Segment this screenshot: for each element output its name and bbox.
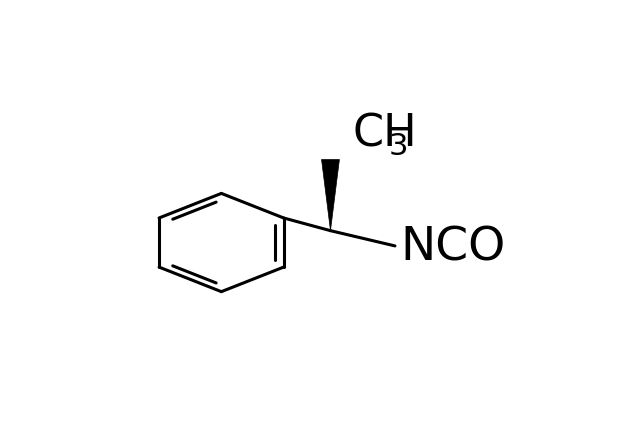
- Text: 3: 3: [388, 132, 408, 161]
- Text: NCO: NCO: [400, 225, 505, 270]
- Polygon shape: [321, 160, 339, 231]
- Text: CH: CH: [353, 113, 417, 156]
